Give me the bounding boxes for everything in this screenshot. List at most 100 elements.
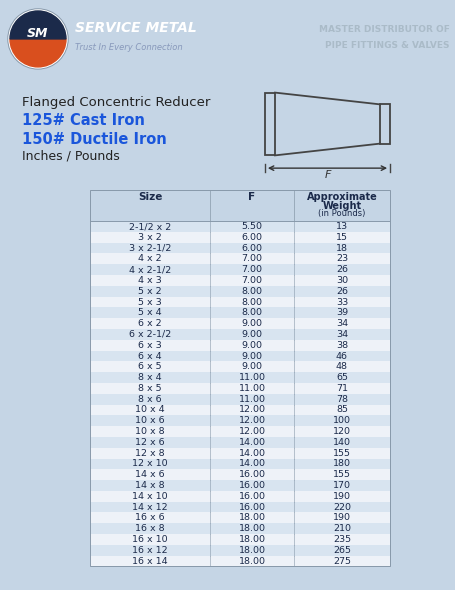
Text: 16 x 6: 16 x 6 (135, 513, 164, 522)
Text: 6 x 4: 6 x 4 (138, 352, 162, 360)
Text: 7.00: 7.00 (241, 276, 262, 285)
Text: 39: 39 (335, 309, 347, 317)
Text: 11.00: 11.00 (238, 384, 265, 393)
Text: MASTER DISTRIBUTOR OF: MASTER DISTRIBUTOR OF (318, 25, 449, 34)
Text: 34: 34 (335, 330, 347, 339)
Text: 140: 140 (332, 438, 350, 447)
Text: 275: 275 (332, 556, 350, 566)
Text: 6 x 5: 6 x 5 (138, 362, 162, 371)
Text: 26: 26 (335, 287, 347, 296)
Text: 16 x 12: 16 x 12 (132, 546, 167, 555)
Text: 71: 71 (335, 384, 347, 393)
Text: 9.00: 9.00 (241, 330, 262, 339)
Text: 12.00: 12.00 (238, 405, 265, 414)
Text: 16.00: 16.00 (238, 503, 265, 512)
Circle shape (9, 10, 67, 68)
Text: 120: 120 (332, 427, 350, 436)
Text: 190: 190 (332, 492, 350, 501)
Bar (90, 318, 389, 329)
Text: Inches / Pounds: Inches / Pounds (22, 149, 120, 162)
Text: 9.00: 9.00 (241, 319, 262, 328)
Text: 5 x 3: 5 x 3 (138, 297, 162, 307)
Bar (90, 480, 389, 491)
Text: 14.00: 14.00 (238, 438, 265, 447)
Text: 18.00: 18.00 (238, 546, 265, 555)
Text: 12.00: 12.00 (238, 417, 265, 425)
Text: 3 x 2-1/2: 3 x 2-1/2 (128, 244, 171, 253)
Text: 14 x 10: 14 x 10 (132, 492, 167, 501)
Text: Weight: Weight (322, 201, 361, 211)
Text: 150# Ductile Iron: 150# Ductile Iron (22, 132, 167, 147)
Text: 15: 15 (335, 233, 347, 242)
Text: 10 x 8: 10 x 8 (135, 427, 164, 436)
Text: 4 x 2: 4 x 2 (138, 254, 162, 263)
Text: 14 x 6: 14 x 6 (135, 470, 164, 479)
Text: 9.00: 9.00 (241, 340, 262, 350)
Text: 18: 18 (335, 244, 347, 253)
Text: (in Pounds): (in Pounds) (318, 209, 365, 218)
Text: 7.00: 7.00 (241, 254, 262, 263)
Bar (90, 415, 389, 426)
Bar (90, 469, 389, 480)
Text: 8 x 4: 8 x 4 (138, 373, 162, 382)
Text: 78: 78 (335, 395, 347, 404)
Bar (90, 286, 389, 297)
Text: 6 x 2: 6 x 2 (138, 319, 162, 328)
Bar (90, 232, 389, 242)
Text: 12.00: 12.00 (238, 427, 265, 436)
Bar (90, 362, 389, 372)
Bar (90, 394, 389, 405)
Text: 125# Cast Iron: 125# Cast Iron (22, 113, 145, 128)
Bar (90, 534, 389, 545)
Bar (90, 221, 389, 232)
Bar (90, 190, 389, 566)
Text: 16.00: 16.00 (238, 492, 265, 501)
Text: 155: 155 (332, 470, 350, 479)
Text: 3 x 2: 3 x 2 (138, 233, 162, 242)
Text: 6 x 3: 6 x 3 (138, 340, 162, 350)
Bar (90, 513, 389, 523)
Text: 18.00: 18.00 (238, 556, 265, 566)
Text: 14 x 12: 14 x 12 (132, 503, 167, 512)
Text: 8.00: 8.00 (241, 287, 262, 296)
Circle shape (8, 9, 68, 69)
Bar (90, 502, 389, 513)
Text: 7.00: 7.00 (241, 265, 262, 274)
Text: 14.00: 14.00 (238, 460, 265, 468)
Text: 6.00: 6.00 (241, 233, 262, 242)
Text: 30: 30 (335, 276, 347, 285)
Text: 8 x 6: 8 x 6 (138, 395, 162, 404)
Text: 11.00: 11.00 (238, 395, 265, 404)
Text: 14.00: 14.00 (238, 448, 265, 458)
Text: 18.00: 18.00 (238, 513, 265, 522)
Bar (90, 523, 389, 534)
Text: 16 x 10: 16 x 10 (132, 535, 167, 544)
Text: 5 x 2: 5 x 2 (138, 287, 162, 296)
Bar (90, 307, 389, 318)
Text: 14 x 8: 14 x 8 (135, 481, 164, 490)
Text: 220: 220 (332, 503, 350, 512)
Bar (90, 383, 389, 394)
Bar (90, 545, 389, 556)
Bar (379, 104, 389, 143)
Bar (264, 93, 274, 155)
Bar (90, 458, 389, 469)
Bar (90, 275, 389, 286)
Text: 12 x 10: 12 x 10 (132, 460, 167, 468)
Text: Size: Size (137, 192, 162, 202)
Bar (90, 437, 389, 448)
Text: 265: 265 (332, 546, 350, 555)
Text: Approximate: Approximate (306, 192, 377, 202)
Text: 11.00: 11.00 (238, 373, 265, 382)
Bar (90, 491, 389, 502)
Bar (90, 556, 389, 566)
Text: 8.00: 8.00 (241, 297, 262, 307)
Bar (90, 254, 389, 264)
Text: 16 x 8: 16 x 8 (135, 524, 164, 533)
Text: 210: 210 (332, 524, 350, 533)
Text: 5.50: 5.50 (241, 222, 262, 231)
Text: 5 x 4: 5 x 4 (138, 309, 162, 317)
Text: 18.00: 18.00 (238, 524, 265, 533)
Text: 8.00: 8.00 (241, 309, 262, 317)
Text: SERVICE METAL: SERVICE METAL (75, 21, 196, 35)
